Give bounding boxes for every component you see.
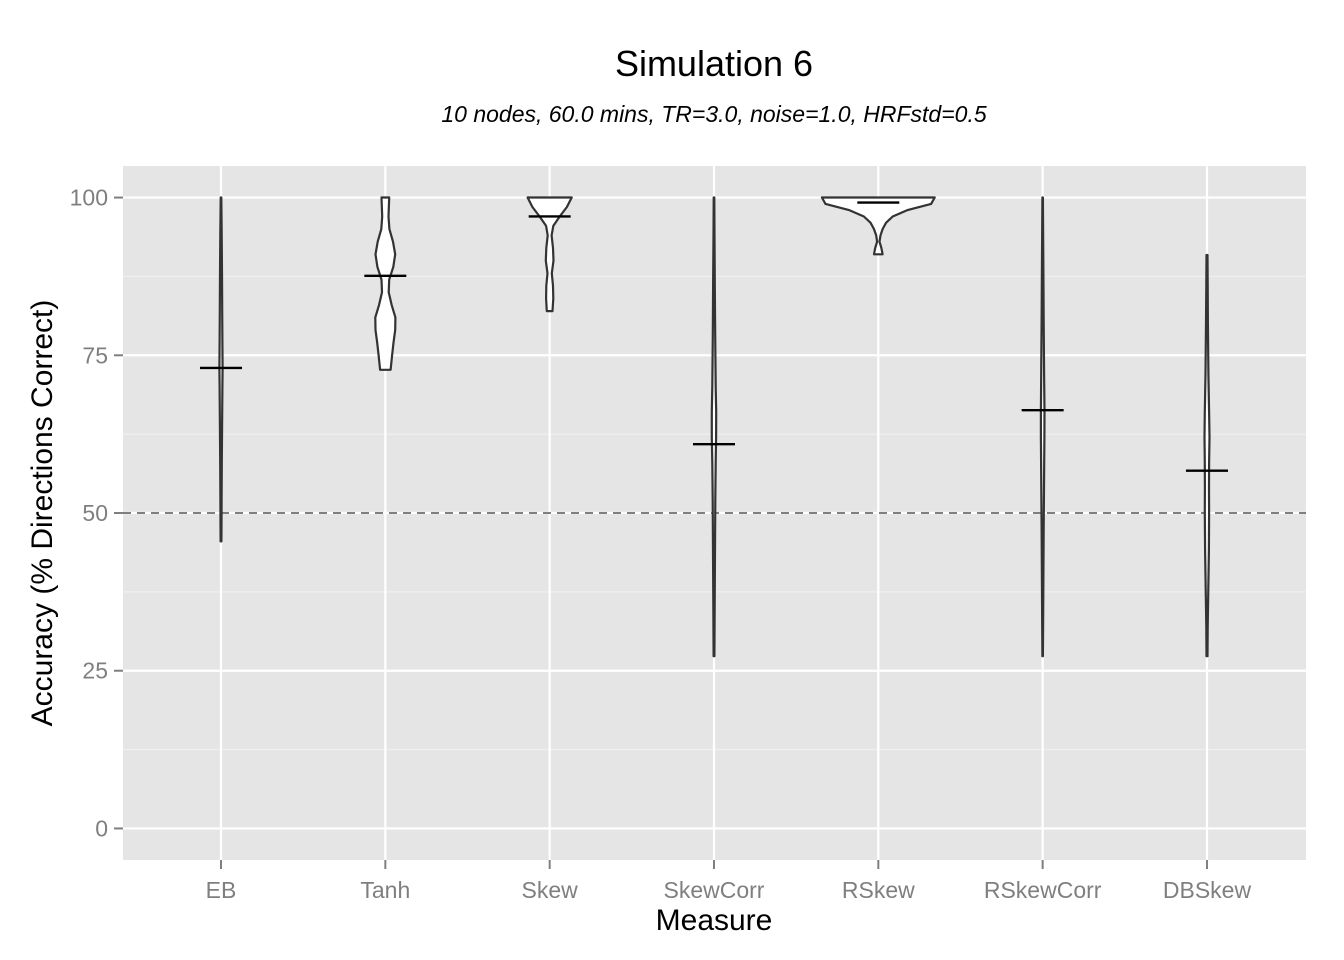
violin-eb (218, 196, 224, 543)
x-tick-label: Skew (522, 877, 579, 903)
x-axis-title: Measure (656, 904, 773, 937)
axes: 0 25 50 75 100 EB Tanh Skew SkewCorr RSkew RSkewCo… (70, 185, 1252, 903)
y-tick-label: 75 (82, 342, 108, 368)
y-tick-label: 100 (70, 185, 108, 211)
violins (200, 196, 1228, 658)
x-tick-label: DBSkew (1163, 877, 1252, 903)
violin-rskew (820, 196, 936, 256)
violin-skewcorr (710, 196, 718, 658)
y-tick-label: 50 (82, 500, 108, 526)
y-axis-title: Accuracy (% Directions Correct) (26, 300, 59, 727)
x-tick-label: SkewCorr (664, 877, 765, 903)
violin-rskewcorr (1039, 196, 1046, 658)
x-tick-label: Tanh (360, 877, 410, 903)
violin-tanh (374, 196, 397, 371)
chart-subtitle: 10 nodes, 60.0 mins, TR=3.0, noise=1.0, … (441, 101, 986, 127)
violin-skew (526, 196, 573, 313)
x-tick-label: RSkew (842, 877, 915, 903)
y-tick-label: 0 (95, 815, 108, 841)
chart-title: Simulation 6 (615, 43, 813, 84)
y-tick-label: 25 (82, 658, 108, 684)
x-tick-label: RSkewCorr (984, 877, 1102, 903)
violin-dbskew (1203, 253, 1211, 658)
x-tick-label: EB (206, 877, 237, 903)
